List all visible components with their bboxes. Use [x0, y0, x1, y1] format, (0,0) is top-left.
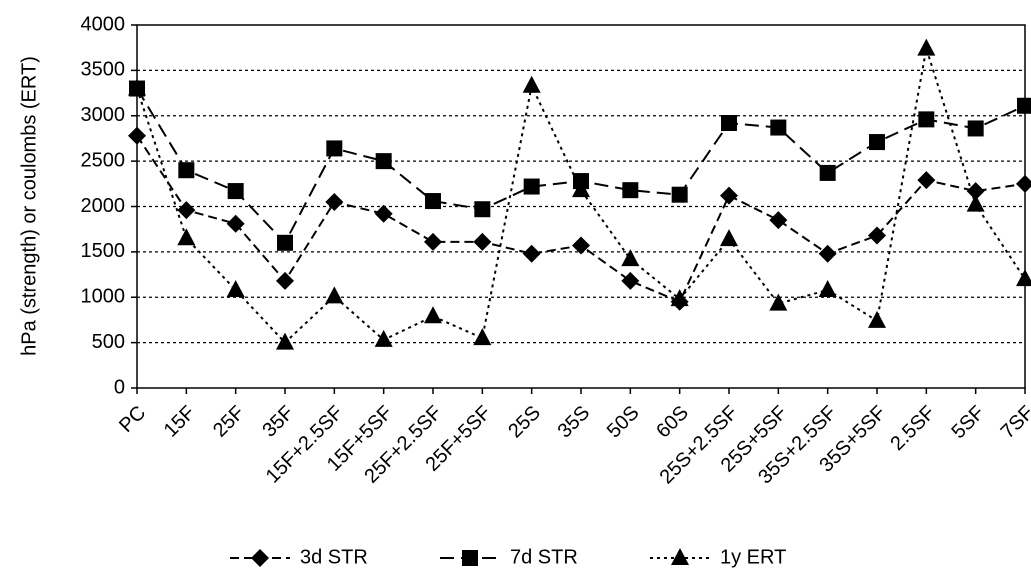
data-point [276, 271, 294, 290]
data-point [769, 293, 788, 311]
data-point [770, 119, 787, 136]
data-point [966, 194, 985, 212]
data-point [572, 236, 590, 255]
data-point [1017, 97, 1031, 114]
data-point [178, 162, 195, 179]
y-tick-label: 2500 [81, 149, 126, 171]
x-tick-label: 7SF [997, 402, 1031, 443]
data-point [474, 201, 491, 218]
data-point [277, 234, 293, 251]
data-point [622, 182, 639, 199]
data-point [917, 171, 936, 190]
data-point [424, 306, 442, 324]
data-point [128, 78, 146, 96]
data-point [177, 201, 196, 220]
data-point [621, 271, 640, 290]
x-tick-label: 25F [209, 402, 249, 442]
data-point [868, 226, 886, 245]
data-point [670, 289, 689, 307]
x-tick-label: 2.5SF [886, 402, 939, 455]
data-point [473, 328, 492, 346]
data-point [226, 279, 245, 297]
y-tick-label: 4000 [81, 13, 126, 35]
data-point [374, 329, 393, 347]
data-point [424, 232, 442, 251]
data-point [226, 214, 245, 233]
data-point [868, 310, 886, 328]
data-point [720, 229, 738, 247]
data-point [918, 111, 935, 128]
legend-marker [671, 548, 689, 565]
x-tick-label: 60S [652, 402, 693, 443]
data-point [818, 279, 837, 297]
data-point [671, 186, 688, 203]
data-point [522, 244, 541, 263]
data-point [967, 120, 984, 137]
data-point [572, 180, 590, 198]
data-point [425, 193, 441, 210]
x-tick-label: 15F [160, 402, 200, 442]
data-point [326, 140, 343, 157]
y-axis-label: hPa (strength) or coulombs (ERT) [18, 56, 40, 356]
data-point [473, 232, 492, 251]
data-point [276, 332, 294, 350]
data-point [1016, 174, 1031, 193]
data-point [720, 186, 738, 205]
x-tick-label: 35F [258, 402, 298, 442]
data-point [325, 192, 344, 211]
data-point [819, 164, 836, 181]
legend-marker [251, 549, 269, 567]
data-point [721, 115, 737, 132]
data-point [869, 134, 885, 151]
data-point [818, 244, 837, 263]
y-tick-label: 2000 [81, 195, 126, 217]
y-tick-label: 500 [92, 331, 125, 353]
data-point [1016, 269, 1031, 287]
y-tick-label: 0 [114, 376, 125, 398]
data-point [769, 211, 788, 230]
legend-label: 3d STR [300, 546, 368, 568]
data-point [374, 204, 393, 223]
data-point [128, 126, 146, 145]
x-tick-label: 5SF [947, 402, 988, 443]
legend-label: 1y ERT [720, 546, 786, 568]
y-tick-label: 3000 [81, 104, 126, 126]
legend-marker [462, 550, 478, 566]
data-point [522, 75, 541, 93]
x-tick-label: PC [115, 402, 150, 437]
data-point [227, 183, 244, 200]
data-point [966, 182, 985, 201]
data-point [375, 153, 392, 170]
legend-label: 7d STR [510, 546, 578, 568]
y-tick-label: 1000 [81, 286, 126, 308]
x-tick-label: 50S [603, 402, 644, 443]
data-point [177, 228, 196, 246]
x-tick-label: 35S [554, 402, 595, 443]
data-point [325, 286, 344, 304]
x-tick-label: 25S [504, 402, 545, 443]
data-point [523, 178, 540, 195]
data-point [917, 38, 936, 56]
y-tick-label: 1500 [81, 240, 126, 262]
data-point [621, 249, 640, 267]
y-tick-label: 3500 [81, 59, 126, 81]
